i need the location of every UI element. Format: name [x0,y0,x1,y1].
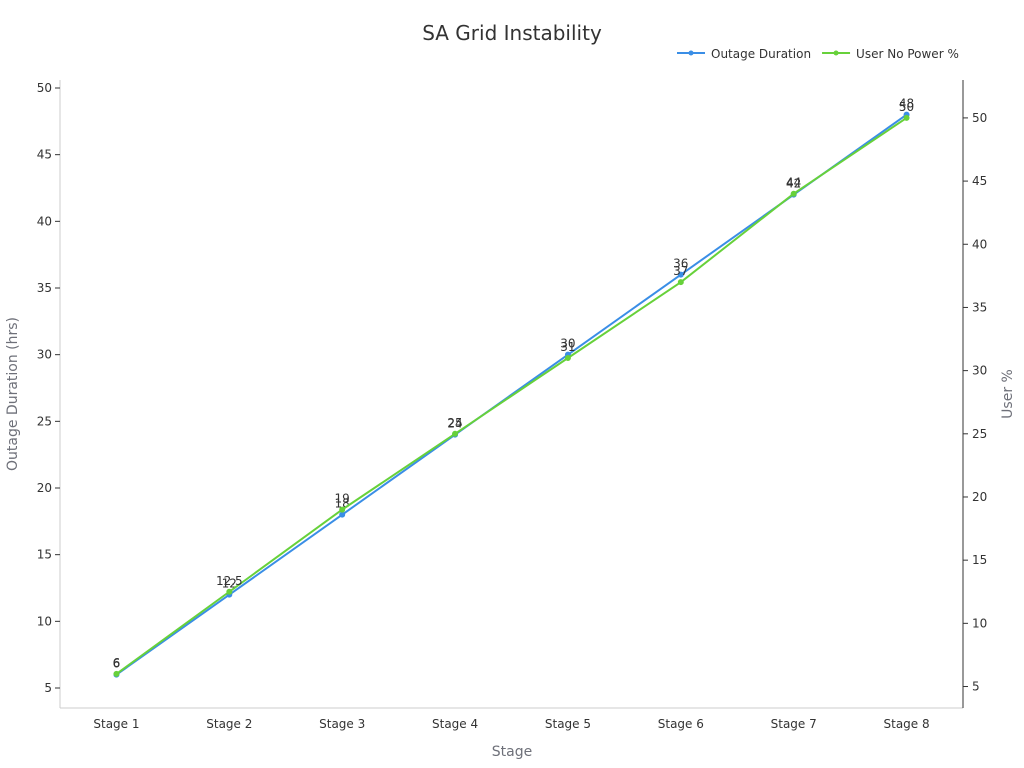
x-axis-title: Stage [492,744,532,760]
left-axis-tick-label: 30 [37,348,52,362]
data-label: 31 [560,340,575,354]
left-axis-tick-label: 45 [37,148,52,162]
data-point[interactable] [790,190,797,197]
data-point[interactable] [903,114,910,121]
x-axis-tick-label: Stage 3 [319,717,365,731]
x-axis-tick-label: Stage 7 [771,717,817,731]
left-axis-tick-label: 25 [37,414,52,428]
data-point[interactable] [113,670,120,677]
data-label: 36 [673,257,688,271]
right-axis-tick-label: 50 [972,111,987,125]
data-label: 44 [786,176,801,190]
right-axis-tick-label: 25 [972,427,987,441]
x-axis-tick-label: Stage 1 [93,717,139,731]
left-axis-title: Outage Duration (hrs) [5,317,21,471]
right-axis-tick-label: 20 [972,490,987,504]
legend-label: User No Power % [856,47,959,61]
legend-item-1[interactable]: Outage Duration [677,47,811,61]
legend-label: Outage Duration [711,47,811,61]
data-point[interactable] [677,279,684,286]
legend-marker [688,50,694,56]
data-point[interactable] [677,271,684,278]
data-label: 12.5 [216,574,243,588]
chart-title: SA Grid Instability [422,21,602,45]
legend-marker [833,50,839,56]
x-axis-ticks: Stage 1 Stage 2 Stage 3 Stage 4 Stage 5 Stage… [93,717,929,731]
series-line-2 [115,117,908,675]
x-axis-tick-label: Stage 8 [884,717,930,731]
data-label: 6 [113,656,121,670]
data-point[interactable] [339,511,346,518]
right-axis-tick-label: 30 [972,364,987,378]
left-axis-tick-label: 40 [37,214,52,228]
right-axis-tick-label: 5 [972,680,980,694]
left-axis-tick-label: 5 [44,681,52,695]
data-point[interactable] [339,506,346,513]
data-label: 24 [447,417,462,431]
data-label: 37 [673,264,688,278]
right-axis-tick-label: 40 [972,237,987,251]
right-axis-ticks: 5 10 15 20 25 30 35 40 45 50 [963,111,987,694]
data-label: 30 [560,337,575,351]
left-axis-ticks: 5 10 15 20 25 30 35 40 45 50 [37,81,60,695]
data-label: 50 [899,100,914,114]
right-axis-tick-label: 15 [972,553,987,567]
data-label: 25 [447,416,462,430]
data-point[interactable] [452,430,459,437]
data-point[interactable] [564,354,571,361]
data-label: 19 [335,492,350,506]
left-axis-tick-label: 15 [37,548,52,562]
x-axis-tick-label: Stage 6 [658,717,704,731]
data-label: 48 [899,97,914,111]
x-axis-tick-label: Stage 5 [545,717,591,731]
x-axis-tick-label: Stage 2 [206,717,252,731]
left-axis-tick-label: 50 [37,81,52,95]
data-point[interactable] [226,588,233,595]
data-label: 12 [222,577,237,591]
legend-item-2[interactable]: User No Power % [822,47,959,61]
data-label: 6 [113,657,121,671]
right-axis-tick-label: 35 [972,300,987,314]
left-axis-tick-label: 20 [37,481,52,495]
left-axis-tick-label: 35 [37,281,52,295]
x-axis-tick-label: Stage 4 [432,717,478,731]
left-axis-tick-label: 10 [37,614,52,628]
legend[interactable]: Outage Duration User No Power % [677,47,959,61]
right-axis-tick-label: 45 [972,174,987,188]
right-axis-tick-label: 10 [972,616,987,630]
data-label: 42 [786,177,801,191]
right-axis-title: User % [1000,369,1016,419]
